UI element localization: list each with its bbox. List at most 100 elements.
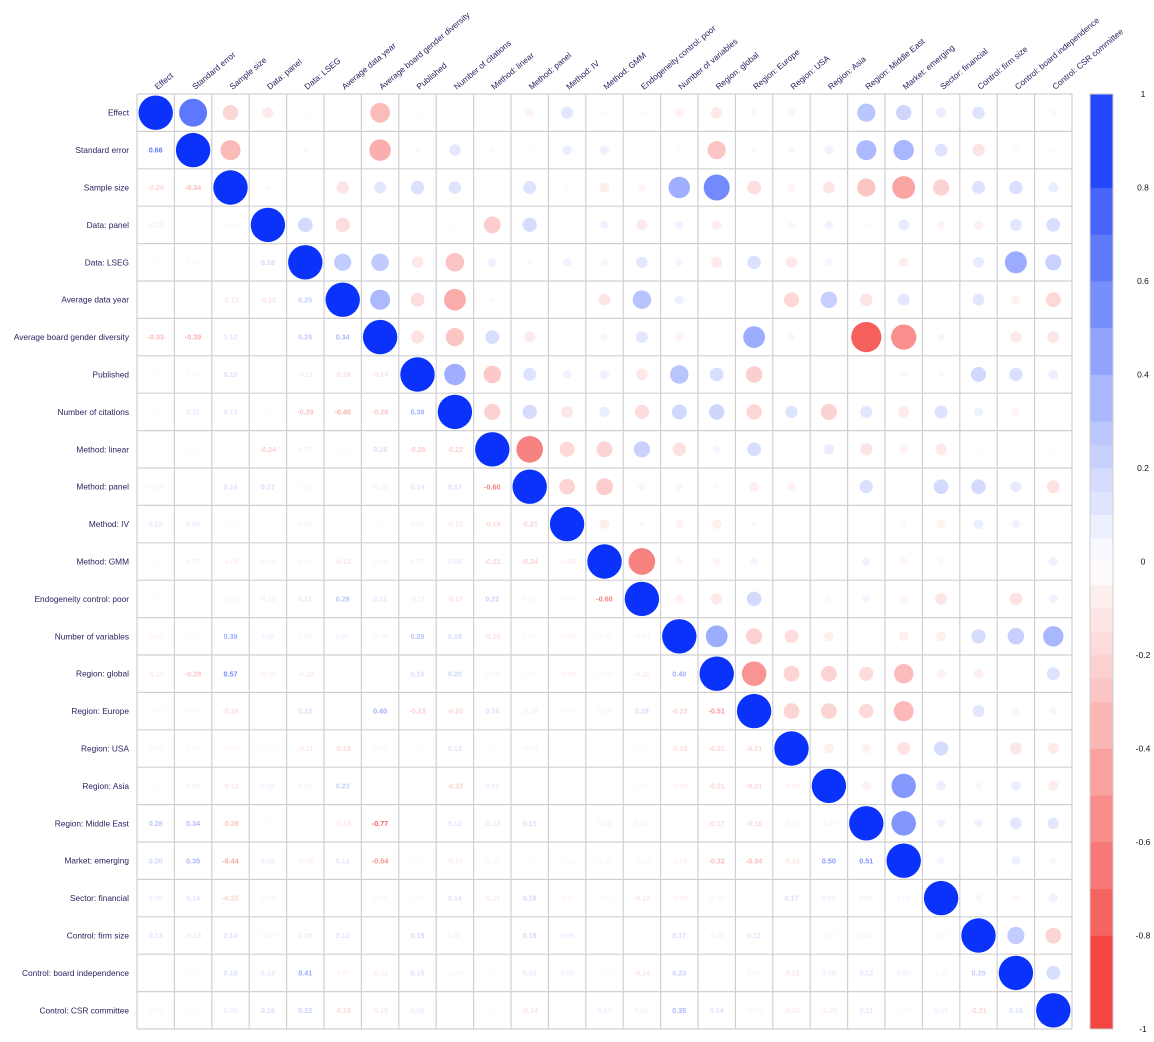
correlation-circle xyxy=(599,182,610,193)
correlation-circle xyxy=(785,256,798,269)
correlation-value: 0.01 xyxy=(411,819,425,828)
correlation-circle xyxy=(747,442,761,457)
correlation-value: 0.00 xyxy=(261,370,275,379)
correlation-value: 0.14 xyxy=(448,894,462,903)
column-label: Published xyxy=(414,60,449,91)
correlation-circle xyxy=(1047,817,1060,830)
correlation-circle xyxy=(1045,927,1062,944)
correlation-value: -0.05 xyxy=(596,632,612,641)
correlation-circle xyxy=(414,147,421,154)
row-label: Region: Middle East xyxy=(55,818,130,828)
correlation-value: 0.08 xyxy=(822,894,836,903)
correlation-circle xyxy=(973,519,984,529)
correlation-circle xyxy=(935,107,947,118)
correlation-circle xyxy=(362,319,398,355)
correlation-circle xyxy=(624,581,660,617)
correlation-value: 0.00 xyxy=(560,819,574,828)
correlation-circle xyxy=(937,333,945,341)
correlation-circle xyxy=(1012,707,1020,715)
correlation-circle xyxy=(937,856,945,865)
correlation-circle xyxy=(936,220,946,230)
correlation-value: 0.07 xyxy=(411,557,425,566)
correlation-value: -0.22 xyxy=(671,707,687,716)
correlation-value: 0.11 xyxy=(186,408,200,417)
correlation-circle xyxy=(410,180,425,195)
correlation-circle xyxy=(410,292,425,307)
correlation-circle xyxy=(638,521,645,528)
correlation-value: -0.11 xyxy=(297,370,313,379)
correlation-circle xyxy=(827,372,831,377)
correlation-value: 0.01 xyxy=(785,931,799,940)
correlation-value: -0.10 xyxy=(260,595,276,604)
correlation-circle xyxy=(886,843,921,878)
row-label: Method: GMM xyxy=(76,557,129,567)
correlation-circle xyxy=(788,146,795,154)
correlation-circle xyxy=(1009,180,1023,195)
correlation-circle xyxy=(789,372,794,377)
correlation-value: -0.28 xyxy=(185,669,201,678)
row-label: Data: panel xyxy=(87,220,130,230)
correlation-value: 0.39 xyxy=(411,408,425,417)
correlation-circle xyxy=(1048,556,1058,567)
correlation-value: 0.12 xyxy=(747,931,761,940)
correlation-value: 0.01 xyxy=(523,782,537,791)
correlation-circle xyxy=(961,918,996,953)
correlation-circle xyxy=(523,181,537,194)
correlation-circle xyxy=(675,557,684,566)
correlation-value: -0.34 xyxy=(185,183,201,192)
correlation-circle xyxy=(325,282,360,317)
correlation-value: -0.02 xyxy=(148,782,164,791)
correlation-circle xyxy=(302,147,309,154)
correlation-value: -0.19 xyxy=(335,744,351,753)
row-label: Market: emerging xyxy=(64,856,129,866)
correlation-circle xyxy=(788,221,795,229)
correlation-circle xyxy=(975,782,982,790)
correlation-circle xyxy=(262,107,274,119)
correlation-circle xyxy=(628,548,656,575)
correlation-value: 0.02 xyxy=(186,1006,200,1015)
row-label: Sector: financial xyxy=(70,893,129,903)
correlation-value: -0.17 xyxy=(260,295,276,304)
correlation-value: 0.02 xyxy=(149,557,163,566)
correlation-value: -0.51 xyxy=(709,707,725,716)
correlation-value: 0.23 xyxy=(672,969,686,978)
correlation-circle xyxy=(998,955,1034,991)
correlation-circle xyxy=(549,506,585,542)
row-label: Control: firm size xyxy=(67,931,130,941)
correlation-value: 0.10 xyxy=(261,856,275,865)
correlation-circle xyxy=(1048,780,1059,792)
correlation-value: 0.25 xyxy=(972,969,986,978)
correlation-value: 0.05 xyxy=(897,894,911,903)
correlation-value: -0.08 xyxy=(671,856,687,865)
correlation-value: 0.06 xyxy=(411,520,425,529)
correlation-circle xyxy=(824,145,834,155)
correlation-circle xyxy=(601,333,608,341)
correlation-value: 0.00 xyxy=(373,782,387,791)
correlation-circle xyxy=(587,544,622,579)
correlation-value: -0.08 xyxy=(559,557,575,566)
correlation-value: 0.06 xyxy=(261,632,275,641)
correlation-value: 0.12 xyxy=(149,520,163,529)
correlation-circle xyxy=(1050,109,1057,116)
correlation-circle xyxy=(746,628,763,645)
correlation-value: -0.07 xyxy=(783,819,799,828)
correlation-value: -0.04 xyxy=(148,707,164,716)
correlation-circle xyxy=(1048,182,1059,193)
correlation-value: -0.07 xyxy=(559,894,575,903)
color-bar-tick-label: 0 xyxy=(1141,557,1146,567)
correlation-circle xyxy=(893,139,914,161)
correlation-circle xyxy=(564,334,570,340)
correlation-value: 0.00 xyxy=(149,445,163,454)
correlation-value: 0.06 xyxy=(635,1006,649,1015)
correlation-circle xyxy=(787,183,796,192)
correlation-circle xyxy=(827,559,831,564)
correlation-circle xyxy=(675,258,684,267)
correlation-circle xyxy=(934,741,949,756)
correlation-value: -0.44 xyxy=(222,856,238,865)
correlation-value: 0.04 xyxy=(373,557,387,566)
correlation-circle xyxy=(1046,218,1061,232)
correlation-value: 0.00 xyxy=(186,595,200,604)
correlation-circle xyxy=(562,258,572,267)
correlation-circle xyxy=(1004,251,1027,274)
correlation-circle xyxy=(445,328,464,347)
